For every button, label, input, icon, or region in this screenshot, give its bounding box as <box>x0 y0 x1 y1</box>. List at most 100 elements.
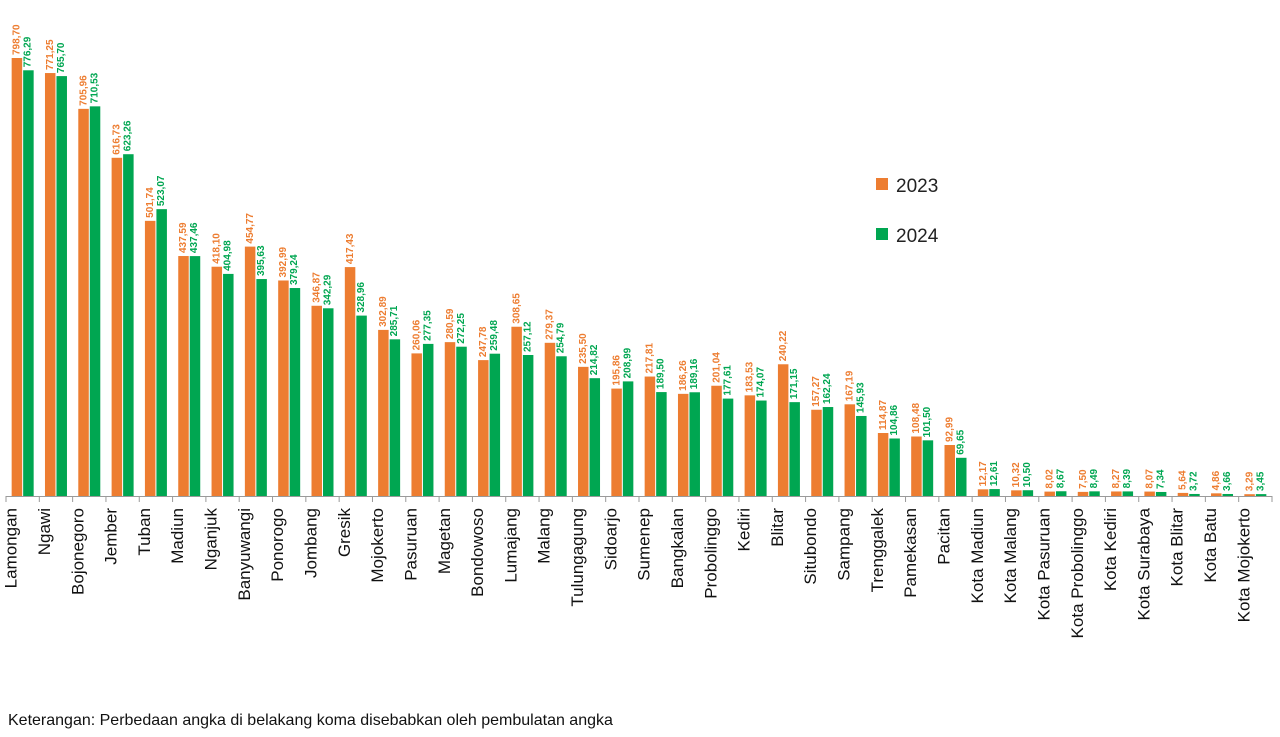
value-label-2024-ponorogo: 379,24 <box>289 254 300 285</box>
value-label-2024-malang: 254,79 <box>556 322 567 353</box>
category-label-kota-pasuruan: Kota Pasuruan <box>1034 508 1053 620</box>
bar-2023-tulungagung <box>578 366 589 496</box>
value-label-2024-pasuruan: 277,35 <box>422 310 433 341</box>
legend: 2023 2024 <box>876 176 939 247</box>
bar-2023-pasuruan <box>411 353 422 496</box>
category-label-bojonegoro: Bojonegoro <box>68 508 87 595</box>
bar-2024-kota-batu <box>1222 493 1234 496</box>
value-label-2024-kota-batu: 3,66 <box>1222 471 1233 491</box>
bar-2023-jombang <box>311 305 322 496</box>
value-label-2023-madiun: 437,59 <box>178 222 189 253</box>
bar-2023-pamekasan <box>911 436 922 496</box>
value-label-2024-ngawi: 765,70 <box>56 42 67 73</box>
value-label-2023-magetan: 280,59 <box>445 308 456 339</box>
value-label-2023-kota-pasuruan: 8,02 <box>1044 469 1055 489</box>
bar-2024-kota-mojokerto <box>1255 494 1267 496</box>
value-label-2023-lamongan: 798,70 <box>12 24 23 55</box>
bar-2024-kota-madiun <box>989 489 1000 496</box>
category-label-sampang: Sampang <box>835 508 854 581</box>
bar-2024-situbondo <box>822 407 834 496</box>
bar-2023-kota-blitar <box>1177 492 1189 496</box>
category-label-magetan: Magetan <box>435 508 454 574</box>
value-label-2024-mojokerto: 285,71 <box>389 305 400 336</box>
value-label-2023-kota-batu: 4,86 <box>1211 470 1222 490</box>
category-label-jember: Jember <box>102 508 121 565</box>
value-label-2024-sumenep: 189,50 <box>656 358 667 389</box>
bar-2024-bangkalan <box>689 392 700 496</box>
category-label-kota-mojokerto: Kota Mojokerto <box>1234 508 1253 622</box>
category-label-kota-surabaya: Kota Surabaya <box>1134 507 1153 620</box>
value-label-2024-sidoarjo: 208,99 <box>622 347 633 378</box>
category-label-bangkalan: Bangkalan <box>668 508 687 588</box>
value-label-2023-probolinggo: 201,04 <box>711 352 722 383</box>
bar-2023-malang <box>544 342 556 496</box>
value-label-2023-lumajang: 308,65 <box>511 293 522 324</box>
bar-2024-kota-malang <box>1022 490 1034 496</box>
bar-2024-gresik <box>356 315 367 496</box>
category-label-jombang: Jombang <box>302 508 321 578</box>
bar-2024-tulungagung <box>589 378 601 496</box>
bar-2024-sumenep <box>656 392 667 496</box>
bar-2024-banyuwangi <box>256 279 267 496</box>
bar-2023-sidoarjo <box>611 388 622 496</box>
bar-2024-bojonegoro <box>89 106 101 496</box>
bar-chart: 798,70 776,29 771,25 765,70 705,96 710,53 616,… <box>2 24 1273 638</box>
bar-2024-mojokerto <box>389 339 401 496</box>
value-label-2023-kediri: 183,53 <box>745 361 756 392</box>
bar-2024-kota-blitar <box>1189 493 1200 496</box>
bar-2024-jombang <box>323 308 334 496</box>
value-label-2023-gresik: 417,43 <box>345 233 356 264</box>
bar-2023-bondowoso <box>478 360 489 496</box>
bar-2023-ngawi <box>44 73 56 497</box>
bar-2023-kota-batu <box>1211 493 1222 496</box>
value-label-2023-kota-malang: 10,32 <box>1011 462 1022 487</box>
bar-2023-situbondo <box>811 409 822 496</box>
value-label-2023-tuban: 501,74 <box>145 187 156 218</box>
value-label-2023-nganjuk: 418,10 <box>212 233 223 264</box>
category-label-trenggalek: Trenggalek <box>868 508 887 593</box>
value-label-2024-nganjuk: 404,98 <box>223 240 234 271</box>
bar-2023-jember <box>111 157 123 497</box>
category-label-sumenep: Sumenep <box>635 508 654 581</box>
value-label-2023-banyuwangi: 454,77 <box>245 213 256 244</box>
value-labels-layer: 798,70 776,29 771,25 765,70 705,96 710,53 616,… <box>12 24 1267 491</box>
value-label-2023-kota-probolinggo: 7,50 <box>1078 469 1089 489</box>
bar-2023-kota-probolinggo <box>1077 491 1089 496</box>
value-label-2023-pasuruan: 260,06 <box>411 319 422 350</box>
category-label-tulungagung: Tulungagung <box>568 508 587 607</box>
value-label-2023-situbondo: 157,27 <box>811 376 822 407</box>
bar-2023-gresik <box>344 267 356 496</box>
category-labels-layer: Lamongan Ngawi Bojonegoro Jember Tuban Madiun… <box>2 507 1254 638</box>
value-label-2023-kota-madiun: 12,17 <box>978 461 989 486</box>
value-label-2024-kediri: 174,07 <box>756 367 767 398</box>
bar-2023-sumenep <box>644 376 656 496</box>
value-label-2023-bondowoso: 247,78 <box>478 326 489 357</box>
value-label-2024-pamekasan: 101,50 <box>922 406 933 437</box>
bar-2023-kota-kediri <box>1111 491 1122 496</box>
bar-2024-madiun <box>189 256 201 496</box>
bar-2023-pacitan <box>944 445 955 496</box>
bar-2024-malang <box>556 356 567 496</box>
value-label-2024-tuban: 523,07 <box>156 175 167 206</box>
value-label-2023-jombang: 346,87 <box>312 272 323 303</box>
bar-2024-kota-kediri <box>1122 491 1134 496</box>
value-label-2024-lamongan: 776,29 <box>23 36 34 67</box>
bar-2024-blitar <box>789 402 800 496</box>
value-label-2023-mojokerto: 302,89 <box>378 296 389 327</box>
value-label-2023-sumenep: 217,81 <box>645 343 656 374</box>
bar-2024-kediri <box>756 400 767 496</box>
value-label-2024-tulungagung: 214,82 <box>589 344 600 375</box>
value-label-2024-kota-blitar: 3,72 <box>1189 471 1200 491</box>
value-label-2024-kota-pasuruan: 8,67 <box>1055 468 1066 488</box>
bar-2024-bondowoso <box>489 353 501 496</box>
value-label-2024-jember: 623,26 <box>123 120 134 151</box>
bar-2023-lamongan <box>11 58 23 496</box>
bars-layer <box>11 58 1267 497</box>
category-label-mojokerto: Mojokerto <box>368 508 387 583</box>
legend-swatch-2024 <box>876 228 888 240</box>
bar-2023-tuban <box>144 220 156 496</box>
bar-2024-jember <box>123 154 134 496</box>
value-label-2023-kota-mojokerto: 3,29 <box>1244 471 1255 491</box>
value-label-2024-madiun: 437,46 <box>189 222 200 253</box>
category-label-kota-kediri: Kota Kediri <box>1101 508 1120 591</box>
